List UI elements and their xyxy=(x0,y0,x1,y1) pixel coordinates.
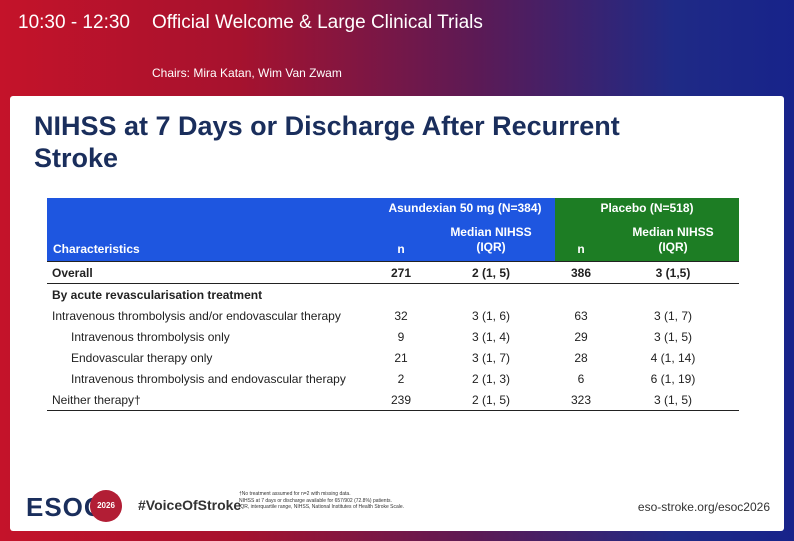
asundexian-n: 21 xyxy=(394,350,408,365)
footnotes: †No treatment assumed for n=2 with missi… xyxy=(239,491,499,511)
table-row: Intravenous thrombolysis and endovascula… xyxy=(47,368,739,389)
session-header: 10:30 - 12:30 Official Welcome & Large C… xyxy=(0,0,794,92)
median-label-line2: (IQR) xyxy=(658,239,688,254)
slide-title: NIHSS at 7 Days or Discharge After Recur… xyxy=(34,110,734,174)
header-spacer xyxy=(47,198,375,218)
section-label: By acute revascularisation treatment xyxy=(52,287,263,302)
empty-cell xyxy=(555,284,607,306)
median-label-line1: Median NIHSS xyxy=(450,224,532,239)
slide-title-line2: Stroke xyxy=(34,143,119,173)
row-label: Intravenous thrombolysis and endovascula… xyxy=(71,371,346,386)
group-header-asundexian: Asundexian 50 mg (N=384) xyxy=(375,198,555,218)
row-label: Intravenous thrombolysis only xyxy=(71,329,230,344)
col-header-placebo-n: n xyxy=(555,218,607,262)
asundexian-median: 2 (1, 3) xyxy=(471,371,510,386)
table-row: Intravenous thrombolysis and/or endovasc… xyxy=(47,305,739,326)
empty-cell xyxy=(427,284,555,306)
asundexian-median: 2 (1, 5) xyxy=(427,261,555,284)
asundexian-n: 239 xyxy=(375,389,427,411)
asundexian-median: 3 (1, 7) xyxy=(471,350,510,365)
placebo-n: 28 xyxy=(574,350,588,365)
session-time: 10:30 - 12:30 xyxy=(18,12,130,33)
placebo-median: 3 (1,5) xyxy=(607,261,739,284)
asundexian-n: 9 xyxy=(397,329,405,344)
row-label: Endovascular therapy only xyxy=(71,350,213,365)
esoc-logo: ESOC xyxy=(26,492,104,522)
table-row-section: By acute revascularisation treatment xyxy=(47,284,739,306)
table-row: Endovascular therapy only 21 3 (1, 7) 28… xyxy=(47,347,739,368)
website-url: eso-stroke.org/esoc2026 xyxy=(637,500,770,514)
median-label-line2: (IQR) xyxy=(476,239,506,254)
asundexian-median: 3 (1, 4) xyxy=(471,329,510,344)
results-table: Asundexian 50 mg (N=384) Placebo (N=518)… xyxy=(47,198,739,411)
table-row-overall: Overall 271 2 (1, 5) 386 3 (1,5) xyxy=(47,261,739,284)
placebo-n: 63 xyxy=(574,308,588,323)
asundexian-n: 271 xyxy=(375,261,427,284)
row-label: Overall xyxy=(47,261,375,284)
placebo-median: 6 (1, 19) xyxy=(650,371,696,386)
table-row: Intravenous thrombolysis only 9 3 (1, 4)… xyxy=(47,326,739,347)
row-label: Intravenous thrombolysis and/or endovasc… xyxy=(52,308,341,323)
col-header-characteristics: Characteristics xyxy=(47,218,375,262)
asundexian-n: 2 xyxy=(397,371,405,386)
esoc-year-badge: 2026 xyxy=(90,490,122,522)
col-header-asundexian-median: Median NIHSS (IQR) xyxy=(427,218,555,262)
col-header-placebo-median: Median NIHSS (IQR) xyxy=(607,218,739,262)
row-label: Neither therapy† xyxy=(47,389,375,411)
median-label-line1: Median NIHSS xyxy=(632,224,714,239)
empty-cell xyxy=(375,284,427,306)
placebo-median: 4 (1, 14) xyxy=(650,350,696,365)
empty-cell xyxy=(607,284,739,306)
placebo-n: 29 xyxy=(574,329,588,344)
placebo-n: 6 xyxy=(577,371,585,386)
session-title: Official Welcome & Large Clinical Trials xyxy=(152,12,483,33)
hashtag: #VoiceOfStroke xyxy=(138,497,242,513)
slide-footer: ESOC 2026 #VoiceOfStroke †No treatment a… xyxy=(10,474,784,531)
table-row: Neither therapy† 239 2 (1, 5) 323 3 (1, … xyxy=(47,389,739,411)
slide-title-line1: NIHSS at 7 Days or Discharge After Recur… xyxy=(34,111,620,141)
col-header-asundexian-n: n xyxy=(375,218,427,262)
asundexian-median: 3 (1, 6) xyxy=(471,308,510,323)
placebo-n: 323 xyxy=(555,389,607,411)
placebo-median: 3 (1, 5) xyxy=(607,389,739,411)
placebo-n: 386 xyxy=(555,261,607,284)
asundexian-median: 2 (1, 5) xyxy=(427,389,555,411)
footnote: †No treatment assumed for n=2 with missi… xyxy=(239,491,351,497)
placebo-median: 3 (1, 5) xyxy=(653,329,692,344)
presentation-slide: NIHSS at 7 Days or Discharge After Recur… xyxy=(10,96,784,531)
footnote: IQR, interquartile range, NIHSS, Nationa… xyxy=(239,504,405,510)
asundexian-n: 32 xyxy=(394,308,408,323)
group-header-placebo: Placebo (N=518) xyxy=(555,198,739,218)
footnote: NIHSS at 7 days or discharge available f… xyxy=(239,497,392,504)
session-chairs: Chairs: Mira Katan, Wim Van Zwam xyxy=(152,66,342,80)
placebo-median: 3 (1, 7) xyxy=(653,308,692,323)
